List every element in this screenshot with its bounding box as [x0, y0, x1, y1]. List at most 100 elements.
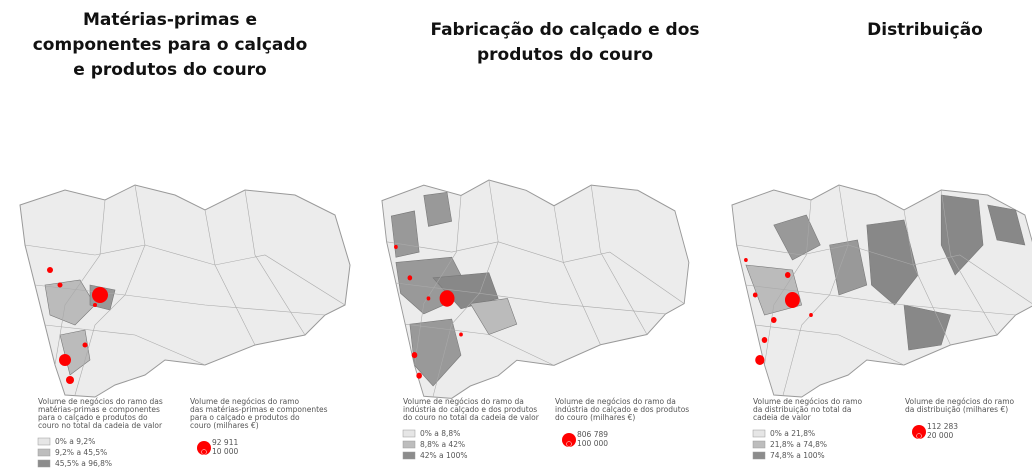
- map-border: [44, 324, 206, 366]
- legend-label: 21,8% a 74,8%: [770, 440, 827, 449]
- legend-swatch: [402, 440, 416, 449]
- panel-title: Fabricação do calçado e dos: [430, 20, 699, 40]
- legend-label: 0% a 9,2%: [55, 437, 95, 446]
- map-bubble: [411, 352, 418, 359]
- legend-bubble: [566, 441, 572, 447]
- legend-size: 92 911: [212, 438, 238, 447]
- legend-label: 74,8% a 100%: [770, 451, 825, 460]
- map-district: [987, 204, 1026, 246]
- legend-title: Volume de negócios do ramo: [190, 397, 300, 406]
- legend-bubble: [562, 433, 576, 447]
- legend-swatch: [37, 448, 51, 457]
- map-border: [940, 189, 998, 336]
- map-bubble: [407, 275, 413, 281]
- map-bubble: [439, 290, 455, 307]
- map-district: [423, 192, 453, 227]
- legend-title: do couro no total da cadeia de valor: [403, 413, 540, 422]
- map-bubble: [755, 355, 765, 365]
- legend-title: indústria do calçado e dos produtos: [403, 405, 537, 414]
- panel-title: produtos do couro: [477, 45, 653, 65]
- map-bubble: [394, 244, 398, 250]
- map-bubble: [771, 317, 777, 323]
- map-district: [44, 279, 96, 326]
- map-bubble: [809, 313, 813, 317]
- legend-size: 100 000: [577, 439, 608, 448]
- map-border: [590, 185, 648, 335]
- legend-swatch: [752, 429, 766, 438]
- map-border: [764, 199, 812, 366]
- legend-title: Volume de negócios do ramo da: [555, 397, 676, 406]
- legend-bubble: [916, 433, 922, 439]
- legend-title: Volume de negócios do ramo das: [38, 397, 163, 406]
- map-bubble: [47, 267, 53, 273]
- map-border: [244, 189, 306, 336]
- legend-swatch: [402, 451, 416, 460]
- legend-title: Volume de negócios do ramo: [905, 397, 1015, 406]
- legend-label: 0% a 8,8%: [420, 429, 460, 438]
- legend-size: 112 283: [927, 422, 958, 431]
- map: [731, 184, 1032, 398]
- map-bubble: [93, 303, 97, 307]
- map-bubble: [784, 292, 800, 308]
- legend-bubble: [912, 425, 926, 439]
- legend-swatch: [37, 459, 51, 468]
- panel-title: Matérias-primas e: [83, 10, 257, 30]
- map-district: [866, 219, 919, 306]
- legend-title: da distribuição no total da: [753, 405, 852, 414]
- map-border: [34, 284, 326, 316]
- map-bubble: [416, 372, 422, 379]
- map-bubble: [82, 342, 88, 348]
- legend-size: 806 789: [577, 430, 608, 439]
- map-bubble: [761, 337, 768, 343]
- legend-title: Volume de negócios do ramo: [753, 397, 863, 406]
- legend-title: para o calçado e produtos do: [190, 413, 300, 422]
- map-district: [469, 298, 518, 335]
- panel-title: e produtos do couro: [73, 60, 266, 80]
- map-border: [386, 241, 685, 304]
- map-border: [414, 195, 462, 366]
- map-district: [390, 210, 420, 258]
- legend-bubble: [197, 441, 211, 455]
- legend-size: 10 000: [212, 447, 238, 456]
- map-bubble: [59, 354, 71, 366]
- legend-label: 42% a 100%: [420, 451, 467, 460]
- legend-title: das matérias-primas e componentes: [190, 405, 328, 414]
- map-border: [755, 324, 905, 366]
- legend-title: Volume de negócios do ramo da: [403, 397, 524, 406]
- legend-bubble: [201, 449, 207, 455]
- map-bubble: [459, 332, 463, 337]
- map-bubble: [66, 376, 74, 384]
- legend-title: couro no total da cadeia de valor: [38, 421, 163, 430]
- legend-title: indústria do calçado e dos produtos: [555, 405, 689, 414]
- map-bubble: [752, 292, 758, 298]
- legend-swatch: [752, 451, 766, 460]
- map-bubble: [784, 272, 791, 278]
- map-border: [736, 244, 1032, 304]
- legend-swatch: [402, 429, 416, 438]
- map-district: [409, 318, 462, 387]
- legend-title: para o calçado e produtos do: [38, 413, 148, 422]
- map-bubble: [57, 282, 63, 288]
- legend-label: 0% a 21,8%: [770, 429, 815, 438]
- legend-swatch: [752, 440, 766, 449]
- legend-size: 20 000: [927, 431, 953, 440]
- legend-title: do couro (milhares €): [555, 413, 635, 422]
- panel-title: Distribuição: [867, 20, 983, 40]
- map-district: [940, 194, 984, 276]
- legend-title: da distribuição (milhares €): [905, 405, 1008, 414]
- legend-title: cadeia de valor: [753, 413, 812, 422]
- legend-label: 9,2% a 45,5%: [55, 448, 107, 457]
- map-bubble: [744, 258, 748, 262]
- map-border: [405, 323, 555, 366]
- map: [19, 184, 351, 398]
- legend-label: 8,8% a 42%: [420, 440, 465, 449]
- legend-title: matérias-primas e componentes: [38, 405, 160, 414]
- map-bubble: [92, 287, 108, 303]
- map: [381, 179, 690, 399]
- map-bubble: [426, 296, 431, 301]
- legend-title: couro (milhares €): [190, 421, 259, 430]
- legend-swatch: [37, 437, 51, 446]
- legend-label: 45,5% a 96,8%: [55, 459, 112, 468]
- map-border: [24, 244, 346, 306]
